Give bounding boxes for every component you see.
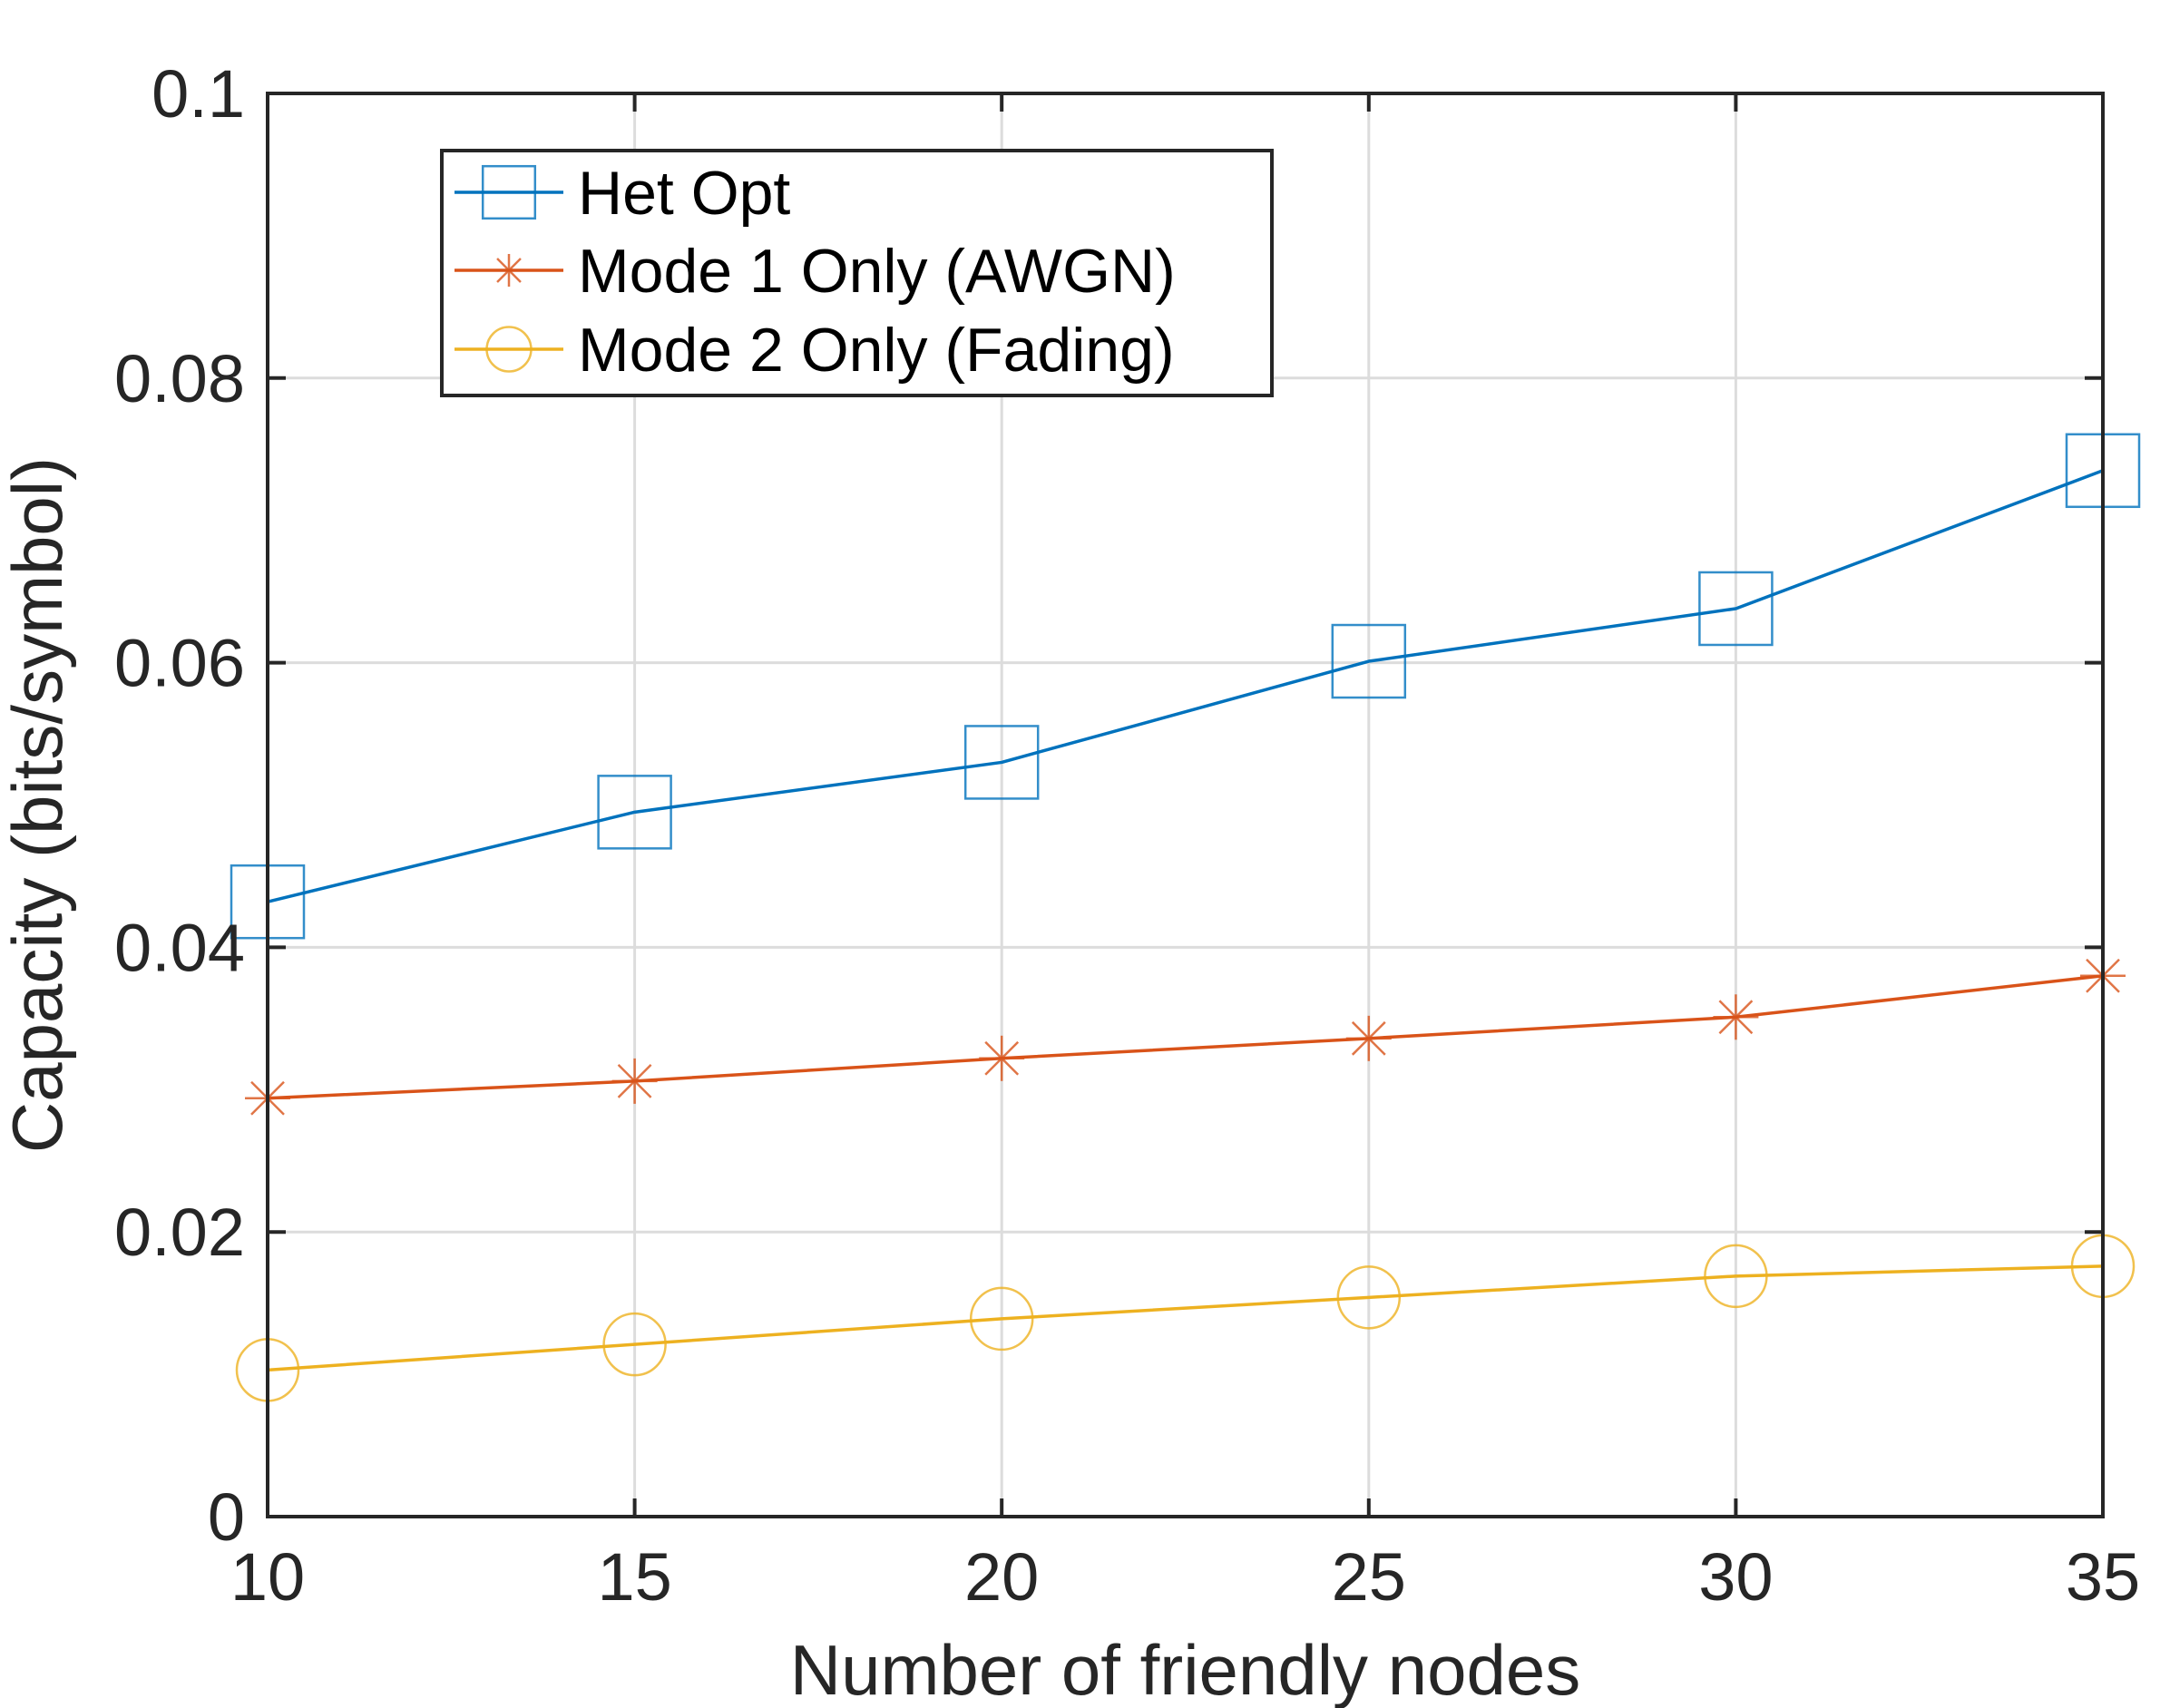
legend-entry: Het Opt (455, 159, 790, 228)
data-point-marker (969, 1286, 1034, 1352)
axis-ticks: 10 15 20 25 30 35 0 0.02 0.04 0.06 0.08 0.1 (114, 56, 2140, 1615)
legend-marker (493, 254, 525, 287)
data-point-marker (1704, 1244, 1768, 1309)
x-tick-label: 10 (230, 1539, 305, 1615)
x-axis-label: Number of friendly nodes (790, 1630, 1580, 1708)
data-point-marker (963, 725, 1040, 800)
series-line (267, 469, 2104, 903)
series-line (267, 974, 2104, 1100)
series-2 (245, 952, 2126, 1121)
y-axis-label: Capacity (bits/symbol) (0, 457, 77, 1153)
y-tick-label: 0.06 (114, 626, 245, 701)
legend-label: Het Opt (578, 159, 790, 228)
y-tick-label: 0.04 (114, 910, 245, 985)
x-tick-label: 20 (964, 1539, 1039, 1615)
legend-marker (485, 326, 533, 373)
data-point-marker (597, 775, 672, 850)
x-tick-label: 35 (2066, 1539, 2140, 1615)
data-point-marker (1336, 1265, 1402, 1330)
series-line (267, 1264, 2104, 1372)
data-point-marker (1331, 623, 1407, 699)
legend-entry: Mode 2 Only (Fading) (455, 316, 1175, 385)
plot-area-border (266, 92, 2105, 1518)
data-point-marker (602, 1312, 667, 1377)
y-tick-label: 0.02 (114, 1195, 245, 1270)
series-layer (230, 433, 2141, 1402)
data-point-marker (1345, 1015, 1392, 1061)
y-tick-label: 0.08 (114, 341, 245, 416)
legend-entry: Mode 1 Only (AWGN) (455, 237, 1176, 306)
data-point-marker (979, 1035, 1025, 1081)
legend: Het Opt Mode 1 Only (AWGN) Mode 2 Only (Fa… (440, 149, 1274, 397)
legend-label: Mode 2 Only (Fading) (578, 316, 1175, 385)
data-point-marker (1698, 571, 1774, 647)
x-tick-label: 15 (597, 1539, 671, 1615)
x-tick-label: 25 (1332, 1539, 1406, 1615)
series-1 (230, 433, 2141, 940)
y-tick-label: 0.1 (152, 56, 245, 132)
x-tick-label: 30 (1698, 1539, 1773, 1615)
legend-box (440, 149, 1274, 397)
legend-label: Mode 1 Only (AWGN) (578, 237, 1176, 306)
y-tick-label: 0 (208, 1479, 245, 1555)
legend-marker (481, 164, 537, 220)
data-point-marker (1713, 994, 1759, 1040)
data-point-marker (611, 1058, 658, 1104)
series-3 (235, 1234, 2136, 1402)
